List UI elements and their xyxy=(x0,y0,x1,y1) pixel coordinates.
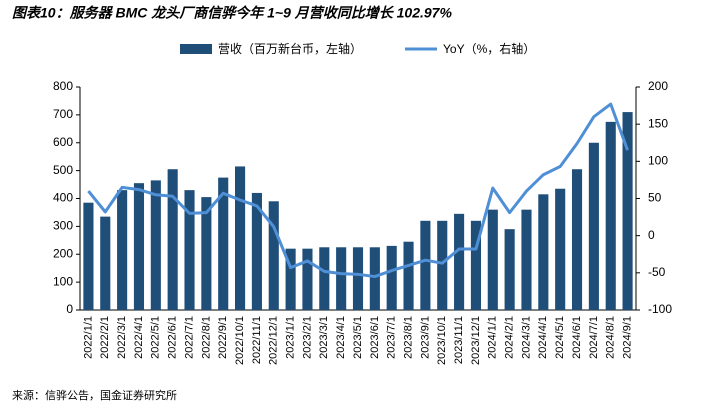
chart-title: 图表10：服务器 BMC 龙头厂商信骅今年 1~9 月营收同比增长 102.97… xyxy=(12,5,452,21)
bar xyxy=(285,248,296,310)
y2-tick-label: -100 xyxy=(648,302,672,316)
y2-tick-label: 100 xyxy=(648,154,668,168)
bar xyxy=(83,202,94,310)
bar xyxy=(117,190,128,310)
x-tick-label: 2024/9/1 xyxy=(621,316,633,359)
y2-tick-label: 150 xyxy=(648,116,668,130)
bar xyxy=(268,201,279,310)
legend-label: 营收（百万新台币，左轴） xyxy=(218,41,362,56)
y-tick-label: 300 xyxy=(53,219,73,233)
bar xyxy=(470,220,481,310)
y-tick-label: 500 xyxy=(53,163,73,177)
x-tick-label: 2023/6/1 xyxy=(369,316,381,359)
x-tick-label: 2022/11/1 xyxy=(251,316,263,364)
bar xyxy=(100,216,111,310)
x-tick-label: 2024/5/1 xyxy=(554,316,566,359)
y-tick-label: 700 xyxy=(53,107,73,121)
bar xyxy=(218,177,229,310)
x-tick-label: 2024/3/1 xyxy=(520,316,532,359)
y2-tick-label: 0 xyxy=(648,228,655,242)
line xyxy=(87,102,629,279)
x-tick-label: 2023/9/1 xyxy=(419,316,431,359)
bar xyxy=(369,247,380,310)
x-tick-label: 2023/10/1 xyxy=(436,316,448,365)
x-tick-label: 2023/3/1 xyxy=(318,316,330,359)
bar xyxy=(235,166,246,310)
x-tick-label: 2022/1/1 xyxy=(82,316,94,359)
x-tick-label: 2024/1/1 xyxy=(487,316,499,359)
x-tick-label: 2023/1/1 xyxy=(285,316,297,359)
x-tick-label: 2024/7/1 xyxy=(588,316,600,359)
x-tick-label: 2023/11/1 xyxy=(453,316,465,364)
y2-tick-label: -50 xyxy=(648,265,666,279)
bar xyxy=(571,169,583,310)
bar xyxy=(420,220,431,310)
bar xyxy=(454,213,465,310)
x-tick-label: 2022/9/1 xyxy=(217,316,229,359)
x-tick-label: 2024/8/1 xyxy=(605,316,617,359)
x-tick-label: 2023/12/1 xyxy=(470,316,482,365)
x-tick-label: 2023/8/1 xyxy=(402,316,414,359)
bar xyxy=(201,197,212,310)
bar xyxy=(184,190,195,310)
x-tick-label: 2023/5/1 xyxy=(352,316,364,359)
bar xyxy=(386,245,397,310)
y2-tick-label: 50 xyxy=(648,191,662,205)
x-tick-label: 2022/2/1 xyxy=(99,316,111,359)
x-tick-label: 2022/6/1 xyxy=(167,316,179,359)
legend-swatch xyxy=(180,44,212,54)
x-tick-label: 2023/2/1 xyxy=(301,316,313,359)
x-tick-label: 2022/12/1 xyxy=(268,316,280,365)
y-tick-label: 400 xyxy=(53,191,73,205)
bar xyxy=(167,169,178,310)
y-tick-label: 800 xyxy=(53,79,73,93)
bar xyxy=(319,247,330,310)
x-tick-label: 2022/10/1 xyxy=(234,316,246,365)
y-tick-label: 0 xyxy=(66,302,73,316)
y2-tick-label: 200 xyxy=(648,79,668,93)
x-tick-label: 2022/3/1 xyxy=(116,316,128,359)
bar xyxy=(555,188,566,310)
x-tick-label: 2022/5/1 xyxy=(150,316,162,359)
x-tick-label: 2024/6/1 xyxy=(571,316,583,359)
x-tick-label: 2022/4/1 xyxy=(133,316,145,359)
bar xyxy=(538,194,549,310)
y-tick-label: 100 xyxy=(53,274,73,288)
y-tick-label: 600 xyxy=(53,135,73,149)
x-tick-label: 2024/2/1 xyxy=(504,316,516,359)
x-tick-label: 2022/8/1 xyxy=(200,316,212,359)
bar xyxy=(437,220,448,310)
bar xyxy=(133,183,145,310)
x-tick-label: 2023/7/1 xyxy=(386,316,398,359)
bar xyxy=(622,112,633,311)
source-note: 来源：信骅公告，国金证券研究所 xyxy=(12,388,177,402)
x-tick-label: 2023/4/1 xyxy=(335,316,347,359)
bar xyxy=(352,247,364,310)
bar xyxy=(150,180,161,310)
x-tick-label: 2024/4/1 xyxy=(537,316,549,359)
bar xyxy=(605,121,616,310)
bar xyxy=(521,209,532,310)
bar xyxy=(251,192,262,310)
bar xyxy=(336,247,347,310)
x-tick-label: 2022/7/1 xyxy=(183,316,195,359)
bar xyxy=(588,142,599,310)
bar xyxy=(403,241,414,310)
bar xyxy=(504,229,515,310)
y-tick-label: 200 xyxy=(53,246,73,260)
legend-label: YoY（%，右轴） xyxy=(443,41,535,56)
bar xyxy=(302,248,313,310)
bar xyxy=(487,209,498,310)
